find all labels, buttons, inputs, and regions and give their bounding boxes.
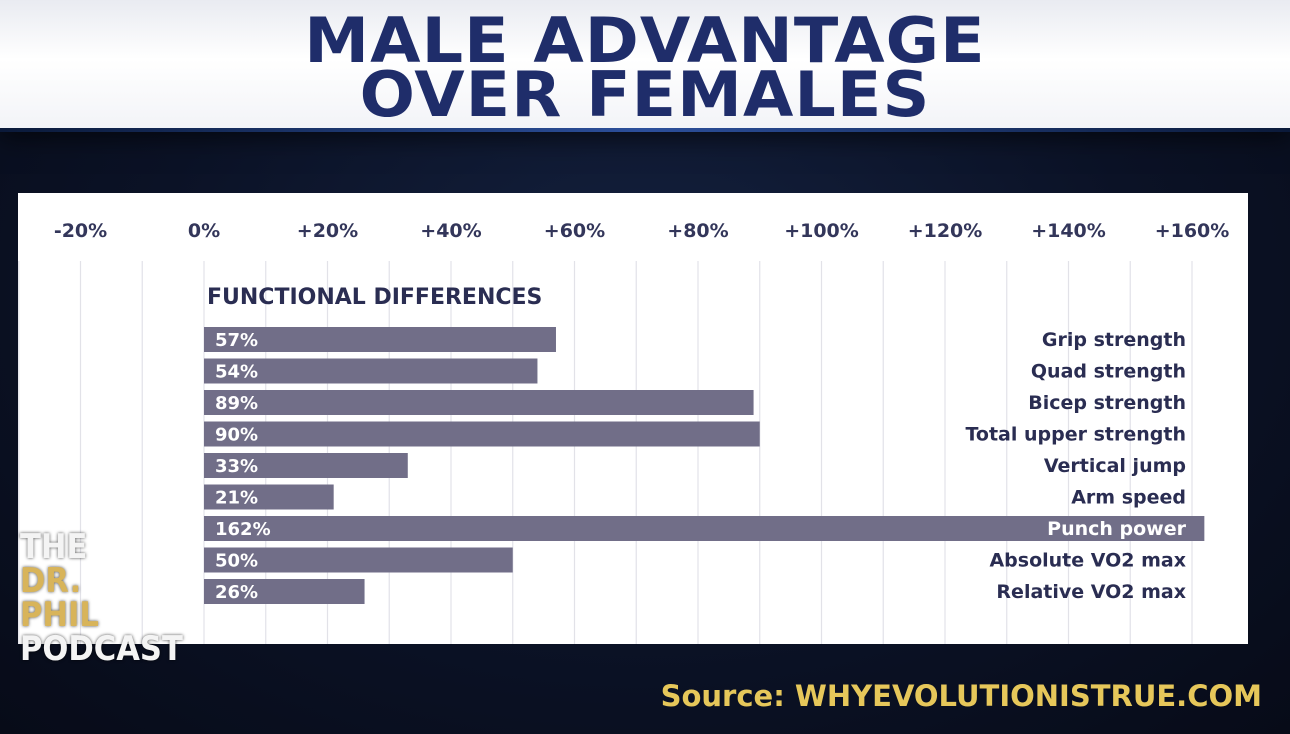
bar-value-label: 54% (215, 362, 258, 383)
source-credit: Source: WHYEVOLUTIONISTRUE.COM (660, 679, 1262, 713)
title-line-1: MALE ADVANTAGE (304, 4, 986, 77)
bar-value-label: 89% (215, 393, 258, 414)
x-tick-label: 0% (188, 220, 220, 242)
category-label: Quad strength (1031, 361, 1186, 383)
category-label: Relative VO2 max (996, 581, 1186, 603)
x-tick-label: -20% (54, 220, 107, 242)
bar-chart: -20% 0% +20% +40% +60% +80% +100% +120% +140% +16… (18, 220, 1230, 644)
x-tick-label: +40% (420, 220, 481, 242)
category-label: Absolute VO2 max (989, 550, 1186, 572)
bar-value-label: 21% (215, 488, 258, 509)
logo-line-dr-phil: DR. PHIL (20, 561, 99, 635)
bar (204, 453, 408, 478)
x-tick-label: +20% (297, 220, 358, 242)
bar (204, 547, 513, 573)
logo-line-the: THE (20, 527, 88, 567)
bar-value-label: 162% (215, 519, 271, 540)
x-tick-label: +140% (1031, 220, 1106, 242)
bar (204, 421, 760, 447)
bar (204, 579, 365, 604)
podcast-logo: THE DR. PHIL PODCAST (20, 527, 183, 669)
chart-panel: -20% 0% +20% +40% +60% +80% +100% +120% +140% +16… (18, 193, 1248, 644)
category-label: Bicep strength (1028, 392, 1186, 414)
category-label: Arm speed (1071, 487, 1186, 509)
category-label: Vertical jump (1044, 455, 1186, 477)
logo-line-podcast: PODCAST (20, 629, 183, 669)
title-line-2: OVER FEMALES (359, 58, 931, 131)
x-tick-label: +60% (544, 220, 605, 242)
x-tick-label: +80% (667, 220, 728, 242)
title-banner: MALE ADVANTAGE OVER FEMALES (0, 0, 1290, 132)
bar (204, 484, 334, 510)
category-label: Total upper strength (965, 424, 1186, 446)
bar-value-label: 57% (215, 330, 258, 351)
chart-title: FUNCTIONAL DIFFERENCES (207, 285, 542, 310)
bar (204, 327, 556, 352)
bar-value-label: 33% (215, 456, 258, 477)
bar-value-label: 50% (215, 551, 258, 572)
category-label: Punch power (1047, 518, 1186, 540)
bar-value-label: 90% (215, 425, 258, 446)
x-tick-label: +160% (1155, 220, 1230, 242)
x-tick-label: +100% (784, 220, 859, 242)
bar (204, 390, 754, 415)
category-label: Grip strength (1042, 329, 1186, 351)
bar (204, 358, 538, 384)
x-tick-label: +120% (908, 220, 983, 242)
bar-value-label: 26% (215, 582, 258, 603)
bar (204, 516, 1205, 541)
